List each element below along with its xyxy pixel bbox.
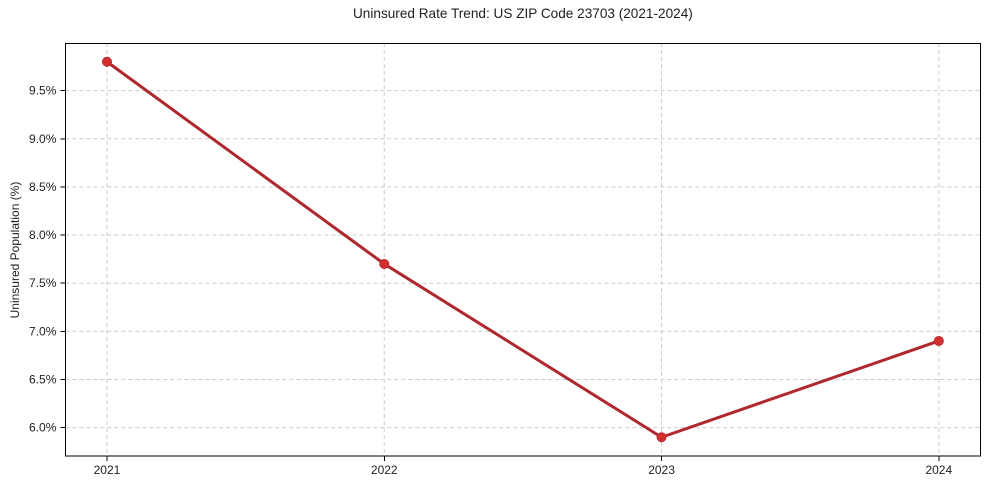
- svg-text:9.5%: 9.5%: [29, 84, 57, 98]
- svg-text:6.5%: 6.5%: [29, 372, 57, 386]
- svg-text:9.0%: 9.0%: [29, 132, 57, 146]
- svg-text:8.0%: 8.0%: [29, 228, 57, 242]
- svg-text:6.0%: 6.0%: [29, 421, 57, 435]
- svg-text:2023: 2023: [648, 463, 675, 477]
- svg-text:2021: 2021: [94, 463, 121, 477]
- svg-text:2022: 2022: [371, 463, 398, 477]
- svg-text:7.5%: 7.5%: [29, 276, 57, 290]
- svg-text:2024: 2024: [925, 463, 952, 477]
- svg-text:7.0%: 7.0%: [29, 324, 57, 338]
- svg-text:8.5%: 8.5%: [29, 180, 57, 194]
